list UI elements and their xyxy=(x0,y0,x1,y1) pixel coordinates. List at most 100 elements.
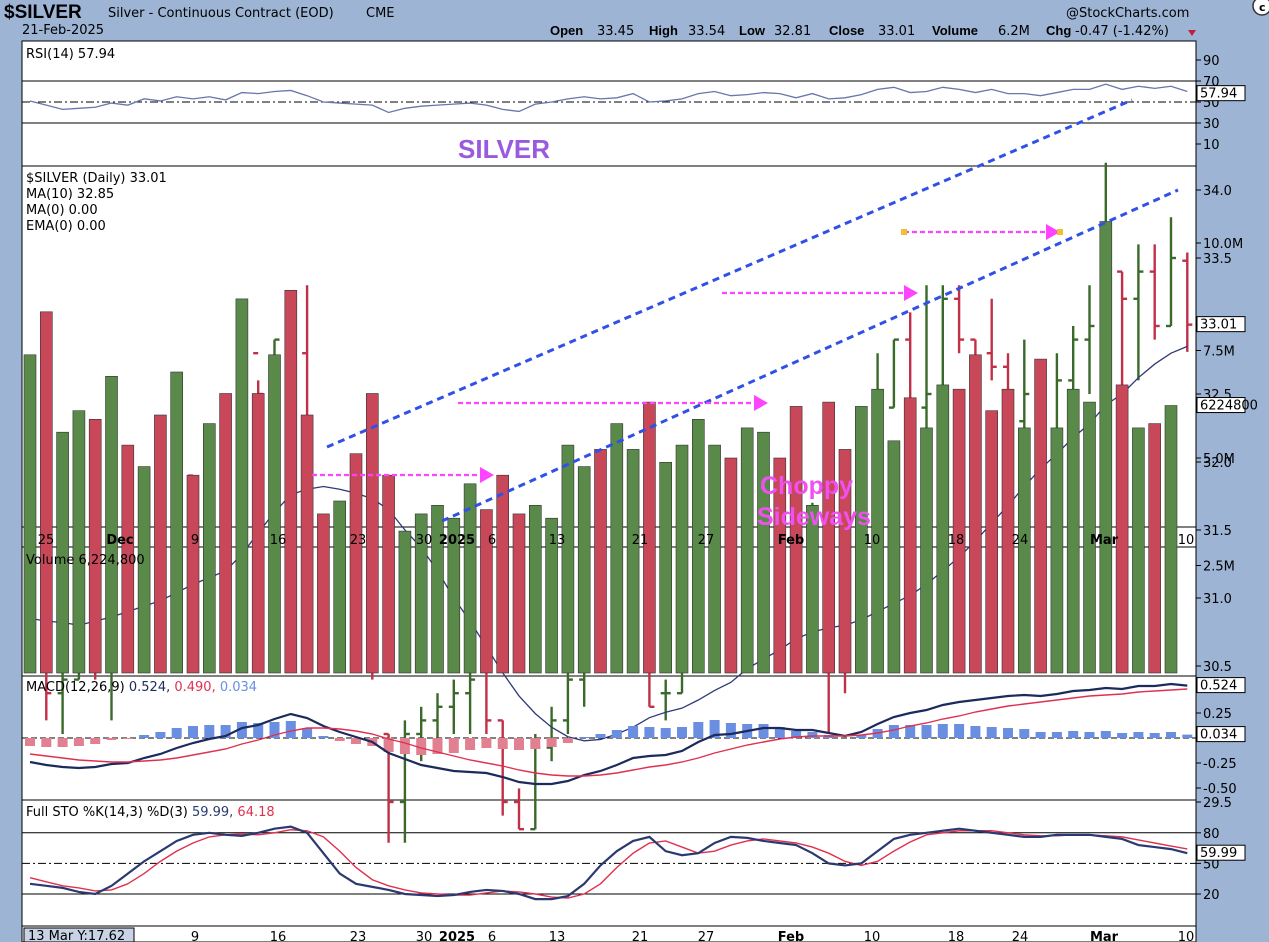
volume-bar xyxy=(675,444,689,674)
close-value: 33.01 xyxy=(878,24,915,39)
date-label-bottom: 30 xyxy=(416,930,433,942)
macd-hist-bar xyxy=(1117,733,1128,738)
volume-bar xyxy=(887,440,901,674)
sideways-arrow-4-start xyxy=(901,229,907,235)
sto-tag xyxy=(1196,844,1246,861)
date-label-bottom: 10 xyxy=(864,930,881,942)
volume-bar xyxy=(545,517,558,674)
sto-legend: Full STO %K(14,3) %D(3) 59.99, 64.18 xyxy=(26,805,275,820)
volume-bar xyxy=(512,513,526,674)
macd-hist-bar xyxy=(106,738,117,740)
macd-hist-bar xyxy=(1084,732,1095,738)
date-label: 16 xyxy=(270,533,287,548)
price-0-tick-label: 34.0 xyxy=(1203,184,1232,199)
volume-bar xyxy=(528,504,542,674)
volume-bar xyxy=(1066,388,1080,674)
volume-bar xyxy=(398,530,412,674)
vol-2-tick-label: 5.0M xyxy=(1203,452,1235,467)
macd-hist-bar xyxy=(970,726,981,738)
volume-bar xyxy=(789,406,803,674)
macd-hist-bar xyxy=(1019,729,1030,738)
price-legend-ma0: MA(0) 0.00 xyxy=(26,203,98,218)
macd-hist-bar xyxy=(986,727,997,738)
price-tag xyxy=(1196,316,1246,333)
volume-label: Volume xyxy=(932,23,978,38)
volume-bar xyxy=(1132,427,1145,674)
macd-hist-bar xyxy=(155,732,166,738)
volume-bar xyxy=(251,393,265,674)
volume-bar xyxy=(186,474,200,674)
macd-line xyxy=(29,682,1188,786)
price-1-tick-label: 33.5 xyxy=(1203,252,1232,267)
macd-hist-bar xyxy=(139,735,150,738)
date-label: 9 xyxy=(191,533,199,548)
sideways-arrow-2-head xyxy=(754,395,768,411)
volume-bar xyxy=(137,466,151,674)
low-value: 32.81 xyxy=(774,24,811,39)
chg-value: -0.47 (-1.42%) xyxy=(1075,24,1169,39)
date-label: 13 xyxy=(549,533,566,548)
volume-bar xyxy=(952,388,966,674)
macd-hist-bar xyxy=(351,738,361,744)
macd-1-tick-label: -0.25 xyxy=(1203,757,1237,772)
price-bar xyxy=(1068,326,1079,394)
annotation-silver: SILVER xyxy=(458,134,550,164)
volume-bar xyxy=(561,444,575,674)
date-label-bottom: 27 xyxy=(698,930,715,942)
date-label: 21 xyxy=(632,533,649,548)
macd-hist-bar xyxy=(774,727,785,738)
volume-bar xyxy=(594,449,607,674)
price-bar xyxy=(465,666,476,734)
date-label: 25 xyxy=(38,533,55,548)
price-4-tick-label: 32.0 xyxy=(1203,456,1232,471)
macd-hist-bar xyxy=(57,738,68,747)
volume-bar xyxy=(773,457,787,674)
volume-bar xyxy=(268,354,281,674)
price-legend-symbol: $SILVER (Daily) 33.01 xyxy=(26,171,167,186)
volume-bar xyxy=(1017,427,1031,674)
date-label: 24 xyxy=(1012,533,1029,548)
volume-bar xyxy=(643,401,656,674)
macd-hist-bar xyxy=(1182,734,1193,738)
macd-0-tick-label: 0.25 xyxy=(1203,707,1232,722)
price-bar xyxy=(954,285,965,354)
volume-bar xyxy=(56,431,69,674)
macd-hist-bar xyxy=(1003,728,1013,738)
price-bar xyxy=(1182,252,1193,352)
rsi-tag-value: 57.94 xyxy=(1200,87,1237,102)
macd-hist-bar xyxy=(253,723,264,738)
price-bar xyxy=(497,719,508,816)
macd-hist-bar xyxy=(220,725,231,738)
volume-bar xyxy=(300,414,314,674)
date-label: Dec xyxy=(106,533,133,548)
date-label: 30 xyxy=(416,533,433,548)
volume-bar xyxy=(577,466,591,674)
macd-legend: MACD(12,26,9) 0.524, 0.490, 0.034 xyxy=(26,680,257,695)
date-label: 6 xyxy=(488,533,496,548)
volume-bar xyxy=(154,414,167,674)
macd-hist-bar xyxy=(709,720,720,738)
volume-bar xyxy=(235,298,249,674)
macd-hist-bar xyxy=(546,738,557,747)
date-label-bottom: 18 xyxy=(948,930,965,942)
volume-bar xyxy=(969,354,982,674)
close-icon[interactable]: c xyxy=(1252,0,1269,16)
macd-hist-bar xyxy=(1051,732,1062,738)
volume-bar xyxy=(333,500,347,674)
sto-80-tick-label: 80 xyxy=(1203,827,1220,842)
macd-hist-bar xyxy=(302,728,313,738)
macd-hist-bar xyxy=(856,735,867,738)
sto-20-tick-label: 20 xyxy=(1203,888,1220,903)
macd-hist-bar xyxy=(285,721,296,738)
date-label-bottom: 10 xyxy=(1178,930,1195,942)
macd-hist-bar xyxy=(628,726,639,738)
volume-bar xyxy=(1099,221,1113,674)
sideways-arrow-1 xyxy=(312,467,494,483)
sto-50-tick-label: 50 xyxy=(1203,857,1220,872)
macd-hist-bar xyxy=(611,730,622,738)
rsi-legend: RSI(14) 57.94 xyxy=(26,47,115,62)
chg-label: Chg xyxy=(1046,23,1071,38)
volume-bar xyxy=(1050,427,1064,674)
volume-bar xyxy=(610,423,624,674)
date-label-bottom: 13 xyxy=(549,930,566,942)
